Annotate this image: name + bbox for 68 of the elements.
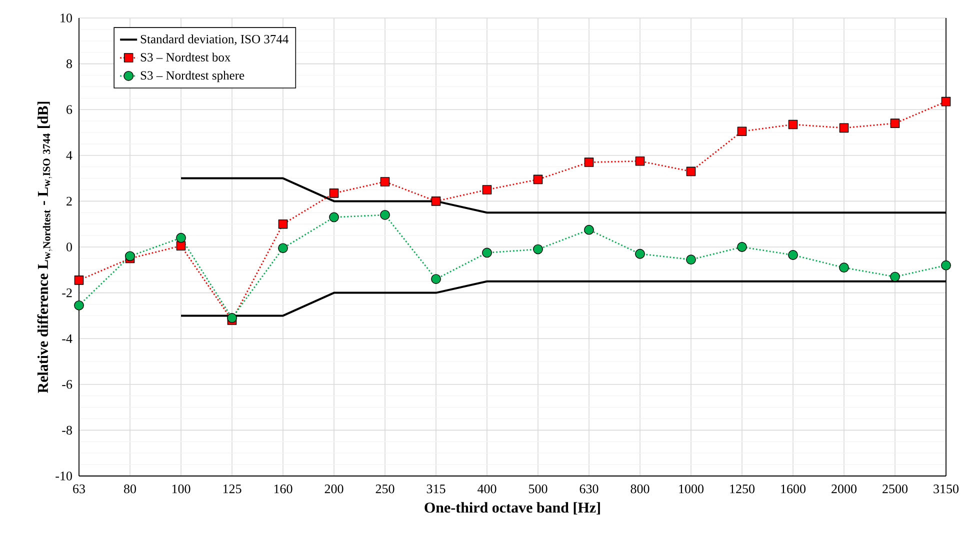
x-tick-label: 160 — [274, 484, 292, 494]
point — [176, 232, 186, 243]
point — [74, 276, 84, 285]
point — [737, 242, 747, 252]
point — [533, 174, 543, 184]
x-tick-label: 63 — [73, 484, 85, 494]
point — [686, 166, 696, 176]
point — [380, 177, 390, 186]
point — [941, 96, 951, 106]
point — [788, 250, 798, 260]
x-tick-label: 1600 — [781, 484, 806, 494]
point — [227, 313, 237, 323]
legend-label: S3 – Nordtest box — [140, 52, 231, 62]
y-tick-label: -4 — [62, 334, 72, 343]
x-tick-label: 1250 — [730, 484, 755, 494]
x-axis-title: One-third octave band [Hz] — [424, 502, 600, 515]
point — [329, 188, 339, 198]
point — [890, 272, 900, 282]
y-tick-label: 2 — [66, 196, 72, 206]
x-tick-label: 200 — [324, 484, 344, 494]
point — [584, 158, 594, 167]
point — [788, 120, 798, 130]
x-tick-label: 2500 — [882, 484, 908, 494]
x-tick-label: 125 — [223, 484, 242, 494]
y-tick-label: -2 — [62, 288, 72, 298]
x-tick-label: 500 — [529, 484, 548, 494]
point — [278, 219, 288, 229]
x-tick-label: 800 — [630, 484, 650, 494]
point — [278, 243, 288, 254]
point — [686, 254, 696, 265]
point — [941, 260, 951, 270]
y-tick-label: 10 — [60, 14, 72, 22]
y-tick-label: -8 — [62, 426, 72, 435]
point — [635, 248, 645, 259]
x-tick-label: 630 — [580, 484, 598, 494]
legend-label: Standard deviation, ISO 3744 — [140, 34, 288, 46]
y-tick-label: 6 — [66, 105, 72, 114]
y-tick-label: 0 — [66, 242, 72, 252]
point — [74, 300, 84, 310]
point — [431, 196, 441, 206]
x-tick-label: 250 — [376, 484, 394, 494]
point — [176, 241, 186, 250]
x-tick-label: 2000 — [832, 484, 857, 494]
point — [737, 126, 747, 136]
point — [839, 123, 849, 133]
point — [329, 212, 339, 222]
x-tick-label: 80 — [124, 484, 136, 494]
point — [635, 156, 645, 166]
point — [125, 251, 135, 262]
y-axis-title: $\textbf{Relative difference }\mathbf{L_{w,Nordtest}}\textbf{ - }\mathbf{L_{w,ISO\ 3744}}\textbf{ [dB]}$ — [37, 102, 52, 394]
legend-label: S3 – Nordtest sphere — [140, 70, 244, 82]
x-tick-label: 3150 — [934, 484, 959, 494]
y-tick-label: 4 — [66, 151, 72, 160]
point — [482, 185, 492, 194]
point — [890, 118, 900, 128]
point — [380, 210, 390, 220]
point — [431, 274, 441, 284]
point — [839, 262, 849, 273]
y-tick-label: -6 — [62, 380, 72, 389]
y-tick-label: -10 — [56, 472, 72, 480]
x-tick-label: 400 — [478, 484, 496, 494]
point — [584, 224, 594, 235]
point — [482, 248, 492, 258]
x-tick-label: 315 — [426, 484, 446, 494]
x-tick-label: 100 — [172, 484, 190, 494]
point — [533, 244, 543, 254]
y-tick-label: 8 — [66, 59, 72, 68]
x-tick-label: 1000 — [679, 484, 704, 494]
